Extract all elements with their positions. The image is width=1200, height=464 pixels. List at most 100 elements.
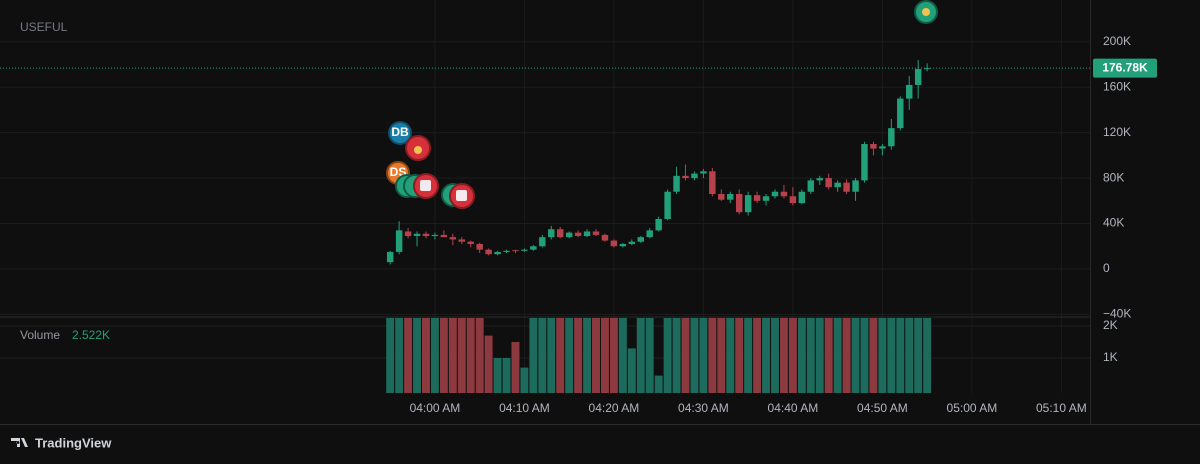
volume-bar (404, 318, 413, 393)
y-tick-label: 200K (1103, 34, 1131, 48)
x-tick-label: 04:50 AM (857, 401, 908, 415)
volume-bar (726, 318, 735, 393)
volume-bar (797, 318, 806, 393)
candle-body (413, 233, 421, 237)
x-tick-label: 04:40 AM (768, 401, 819, 415)
candle-body (521, 249, 528, 251)
candle-body (655, 218, 662, 231)
candle-body (583, 231, 591, 237)
y-tick-label: 40K (1103, 216, 1124, 230)
candle-body (816, 178, 823, 181)
volume-bar (547, 318, 556, 393)
candle-body (682, 175, 689, 179)
volume-bar (529, 318, 538, 393)
volume-bar (395, 318, 404, 393)
candle-body (798, 191, 806, 204)
candle-body (503, 250, 510, 252)
volume-bar (806, 318, 815, 393)
x-tick-label: 05:00 AM (947, 401, 998, 415)
marker-icon (414, 146, 422, 154)
candle-body (431, 234, 439, 237)
chart-title: USEFUL (20, 20, 68, 34)
volume-bar (583, 318, 592, 393)
volume-bar (475, 318, 484, 393)
candle-body (879, 146, 886, 149)
candle-body (476, 243, 483, 250)
volume-bar (654, 375, 663, 393)
marker[interactable] (388, 121, 412, 145)
volume-bar (914, 318, 923, 393)
candle-body (753, 195, 761, 201)
candle-body (610, 240, 618, 247)
candle-body (494, 251, 501, 255)
volume-tick-label: 2K (1103, 318, 1118, 332)
candle-body (718, 194, 725, 200)
candle-body (404, 231, 412, 237)
volume-bar (592, 318, 600, 393)
x-tick-label: 04:10 AM (499, 401, 550, 415)
candle-body (807, 180, 815, 192)
marker-icon (420, 180, 431, 191)
volume-bar (663, 318, 672, 393)
volume-bar (869, 318, 878, 393)
volume-bar (466, 318, 475, 393)
candle-body (780, 191, 788, 197)
candle-body (870, 144, 877, 149)
candle-body (386, 251, 394, 263)
x-tick-label: 04:00 AM (410, 401, 461, 415)
candle-body (395, 230, 403, 252)
volume-bar (744, 318, 753, 393)
x-tick-label: 04:20 AM (589, 401, 640, 415)
volume-bar (860, 318, 869, 393)
candle-body (548, 229, 555, 238)
volume-bar (439, 318, 448, 393)
candle-body (762, 196, 770, 201)
candle-body (664, 191, 671, 219)
candle-body (709, 171, 716, 195)
candle-body (914, 69, 922, 85)
volume-bar (717, 318, 726, 393)
volume-pane (386, 318, 932, 393)
candle-body (700, 171, 707, 174)
price-label: 176.78K (1102, 60, 1148, 74)
volume-bar (681, 318, 690, 393)
volume-bar (413, 318, 422, 393)
volume-bar (386, 318, 395, 393)
candle-body (771, 191, 779, 197)
volume-bar (851, 318, 860, 393)
volume-bar (896, 318, 905, 393)
y-tick-label: 160K (1103, 79, 1131, 93)
candle-body (852, 180, 859, 192)
event-markers: DB DS (386, 0, 938, 209)
volume-bar (457, 318, 466, 393)
volume-bar (511, 342, 520, 393)
volume-bar (905, 318, 914, 393)
candle-body (628, 241, 636, 244)
candle-body (825, 178, 832, 188)
volume-bar (448, 318, 457, 393)
volume-bar (422, 318, 430, 393)
volume-bar (430, 318, 439, 393)
volume-bar (520, 367, 529, 393)
volume-bar (842, 318, 851, 393)
volume-bar (627, 348, 636, 393)
candle-body (834, 182, 841, 188)
candle-body (727, 194, 734, 200)
candle-body (485, 249, 492, 255)
volume-bar (708, 318, 717, 393)
candle-body (646, 230, 653, 238)
volume-bar (735, 318, 744, 393)
candle-body (843, 182, 850, 192)
volume-bar (600, 318, 609, 393)
volume-bar (824, 318, 833, 393)
candle-body (574, 232, 582, 237)
volume-bar (771, 318, 779, 393)
candle-body (789, 196, 797, 204)
y-tick-label: 120K (1103, 125, 1131, 139)
volume-bar (878, 318, 887, 393)
candle-body (637, 237, 644, 242)
volume-bar (762, 318, 771, 393)
marker-icon (922, 8, 930, 16)
x-tick-label: 04:30 AM (678, 401, 729, 415)
